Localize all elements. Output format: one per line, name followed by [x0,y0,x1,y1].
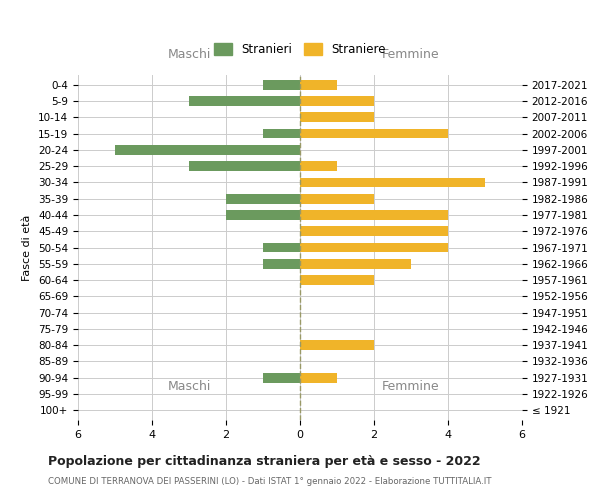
Text: Femmine: Femmine [382,380,440,394]
Bar [300,259,411,268]
Bar [300,210,448,220]
Text: Maschi: Maschi [167,380,211,394]
Bar [300,128,448,138]
Text: Popolazione per cittadinanza straniera per età e sesso - 2022: Popolazione per cittadinanza straniera p… [48,455,481,468]
Bar [226,210,300,220]
Bar [300,112,374,122]
Bar [189,96,300,106]
Y-axis label: Fasce di età: Fasce di età [22,214,32,280]
Bar [300,178,485,188]
Bar [300,373,337,382]
Bar [300,194,374,203]
Y-axis label: Anni di nascita: Anni di nascita [597,206,600,289]
Bar [189,162,300,171]
Bar [300,80,337,90]
Bar [115,145,300,154]
Legend: Stranieri, Straniere: Stranieri, Straniere [211,40,389,60]
Text: COMUNE DI TERRANOVA DEI PASSERINI (LO) - Dati ISTAT 1° gennaio 2022 - Elaborazio: COMUNE DI TERRANOVA DEI PASSERINI (LO) -… [48,478,491,486]
Bar [263,259,300,268]
Bar [300,96,374,106]
Bar [263,373,300,382]
Bar [226,194,300,203]
Bar [263,242,300,252]
Bar [300,162,337,171]
Bar [300,226,448,236]
Text: Maschi: Maschi [167,48,211,61]
Text: Femmine: Femmine [382,48,440,61]
Bar [263,128,300,138]
Bar [300,275,374,285]
Bar [263,80,300,90]
Bar [300,242,448,252]
Bar [300,340,374,350]
